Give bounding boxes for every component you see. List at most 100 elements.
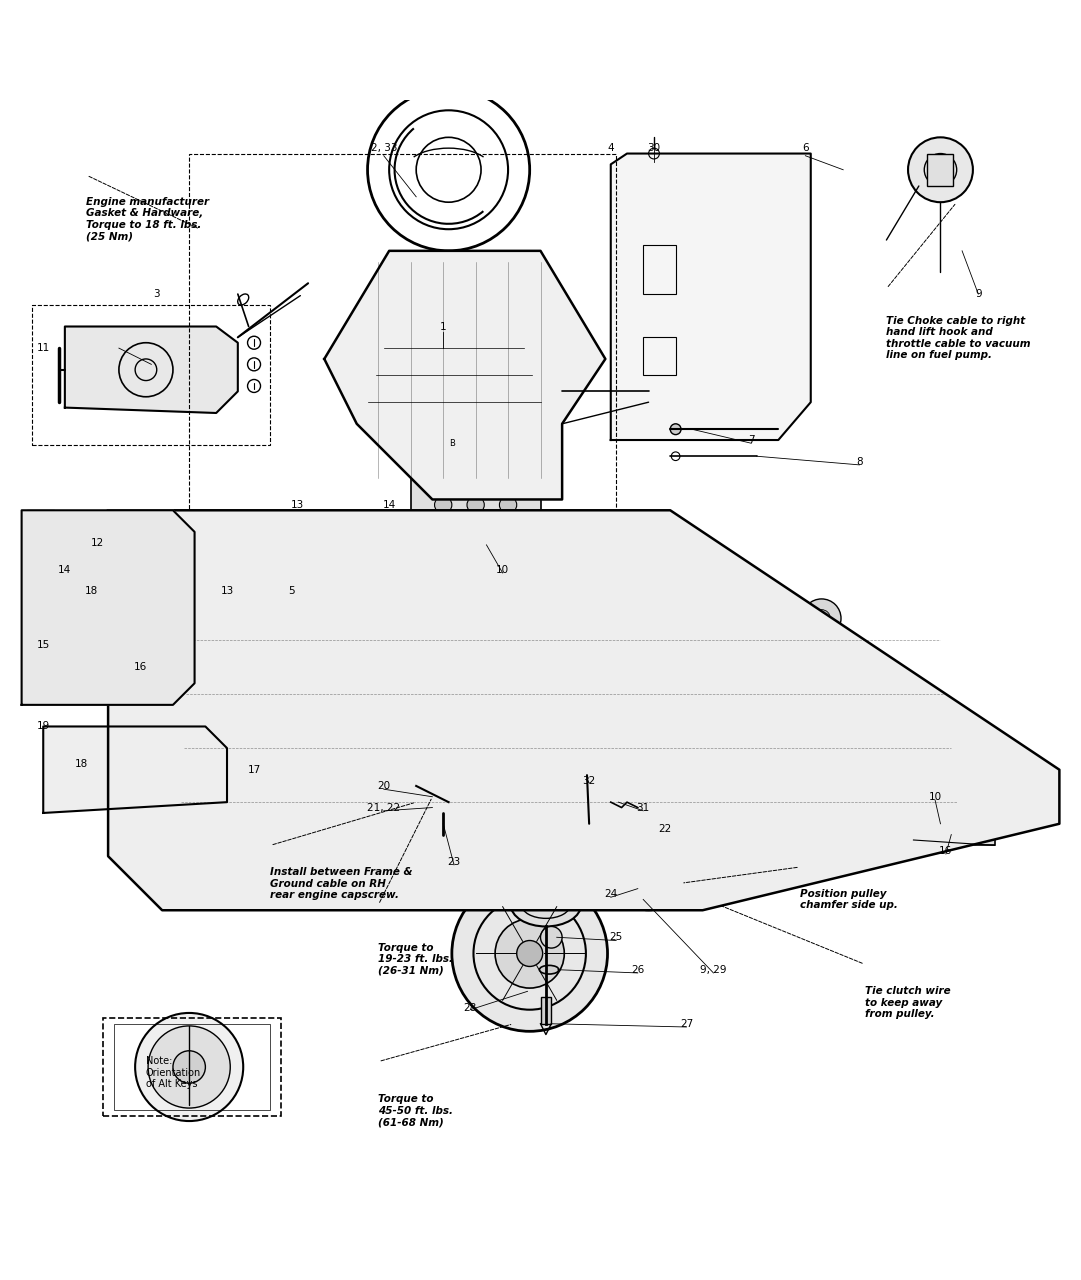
Text: 4: 4 <box>608 143 614 154</box>
Polygon shape <box>108 511 1059 910</box>
Text: 12: 12 <box>91 538 104 548</box>
Circle shape <box>409 562 456 609</box>
Bar <box>416 413 486 472</box>
Polygon shape <box>324 251 605 499</box>
Text: Note:
Orientation
of Alt Keys: Note: Orientation of Alt Keys <box>146 1056 201 1089</box>
Ellipse shape <box>510 883 582 927</box>
Circle shape <box>662 718 700 756</box>
Text: B: B <box>449 439 455 448</box>
Circle shape <box>748 740 765 756</box>
Circle shape <box>517 941 543 966</box>
Text: Tie clutch wire
to keep away
from pulley.: Tie clutch wire to keep away from pulley… <box>865 986 950 1019</box>
Circle shape <box>422 575 443 596</box>
Bar <box>178 521 195 543</box>
Text: 24: 24 <box>604 890 617 899</box>
Text: PartsTr: PartsTr <box>342 538 739 635</box>
Text: 22: 22 <box>658 824 671 835</box>
Bar <box>643 338 676 375</box>
Text: 15: 15 <box>37 640 50 650</box>
Circle shape <box>813 609 830 627</box>
Text: 9, 29: 9, 29 <box>700 965 726 974</box>
Text: 21, 22: 21, 22 <box>368 803 400 813</box>
Text: 19: 19 <box>37 722 50 731</box>
Bar <box>27 511 54 538</box>
Bar <box>189 154 616 511</box>
Circle shape <box>495 919 564 988</box>
Bar <box>913 796 995 845</box>
Text: 17: 17 <box>248 764 261 774</box>
Text: 5: 5 <box>289 586 295 596</box>
Text: 16: 16 <box>134 662 147 672</box>
Circle shape <box>672 728 690 746</box>
Circle shape <box>622 856 676 910</box>
Circle shape <box>173 1051 205 1083</box>
Text: 14: 14 <box>58 564 71 575</box>
Text: 2, 33: 2, 33 <box>371 143 397 154</box>
Text: 25: 25 <box>610 932 623 942</box>
Circle shape <box>467 497 484 513</box>
Text: 27: 27 <box>680 1019 693 1029</box>
Circle shape <box>435 497 452 513</box>
Circle shape <box>716 658 755 698</box>
Polygon shape <box>611 154 811 440</box>
Text: 10: 10 <box>929 792 942 801</box>
Circle shape <box>467 524 484 540</box>
Text: 11: 11 <box>37 343 50 353</box>
Polygon shape <box>22 511 195 705</box>
Text: Position pulley
chamfer side up.: Position pulley chamfer side up. <box>800 888 898 910</box>
Text: 13: 13 <box>221 586 233 596</box>
Circle shape <box>726 669 744 686</box>
Text: 14: 14 <box>383 500 396 509</box>
Text: 30: 30 <box>648 143 660 154</box>
Text: 31: 31 <box>637 803 650 813</box>
Circle shape <box>670 424 681 435</box>
Circle shape <box>135 1012 243 1121</box>
Circle shape <box>639 581 658 602</box>
Bar <box>103 1019 281 1116</box>
Text: 7: 7 <box>748 435 755 445</box>
Text: 10: 10 <box>496 564 509 575</box>
Circle shape <box>737 728 776 768</box>
Text: 13: 13 <box>291 500 304 509</box>
Circle shape <box>824 733 863 773</box>
Circle shape <box>148 1025 230 1108</box>
Text: Engine manufacturer
Gasket & Hardware,
Torque to 18 ft. lbs.
(25 Nm): Engine manufacturer Gasket & Hardware, T… <box>86 197 210 242</box>
Ellipse shape <box>539 965 559 974</box>
Circle shape <box>908 137 973 202</box>
Bar <box>32 305 270 445</box>
Bar <box>178 608 195 630</box>
Polygon shape <box>65 326 238 413</box>
Circle shape <box>835 745 852 763</box>
Bar <box>540 997 551 1024</box>
Text: 1: 1 <box>440 321 446 332</box>
Text: Torque to
45-50 ft. lbs.
(61-68 Nm): Torque to 45-50 ft. lbs. (61-68 Nm) <box>378 1094 453 1128</box>
Bar <box>178 684 195 705</box>
Circle shape <box>517 637 564 685</box>
Text: 16: 16 <box>939 846 952 856</box>
Circle shape <box>791 669 830 708</box>
Circle shape <box>802 599 841 637</box>
Circle shape <box>540 927 562 948</box>
Circle shape <box>627 570 670 613</box>
Circle shape <box>452 876 608 1032</box>
Circle shape <box>878 680 917 719</box>
Text: 26: 26 <box>631 965 644 974</box>
Circle shape <box>627 645 670 689</box>
Bar <box>411 477 540 548</box>
Text: 28: 28 <box>464 1002 477 1012</box>
Circle shape <box>435 524 452 540</box>
Text: Tie Choke cable to right
hand lift hook and
throttle cable to vacuum
line on fue: Tie Choke cable to right hand lift hook … <box>886 316 1031 361</box>
Text: 20: 20 <box>377 781 390 791</box>
Circle shape <box>573 710 616 754</box>
Circle shape <box>889 691 906 708</box>
Circle shape <box>639 658 658 677</box>
Circle shape <box>499 497 517 513</box>
Text: 18: 18 <box>85 586 98 596</box>
Circle shape <box>499 524 517 540</box>
Circle shape <box>543 561 582 600</box>
Polygon shape <box>43 727 227 813</box>
Circle shape <box>913 748 946 781</box>
Circle shape <box>802 680 819 698</box>
Circle shape <box>585 722 604 741</box>
Text: 8: 8 <box>856 457 863 467</box>
